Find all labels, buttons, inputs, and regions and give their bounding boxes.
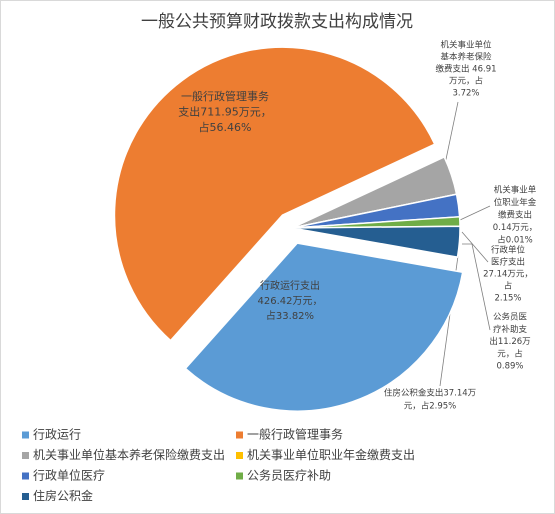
data-label: 机关事业单	[494, 185, 537, 196]
pie-slice	[113, 46, 436, 342]
legend-swatch	[236, 431, 243, 439]
data-label: 占	[504, 281, 513, 292]
data-label: 缴费支出	[498, 210, 532, 221]
data-label: 0.14万元，	[493, 223, 537, 233]
data-label: 医疗支出	[491, 257, 525, 268]
data-label: 支出711.95万元，	[178, 105, 272, 119]
pie-slice	[184, 242, 464, 412]
data-label: 一般行政管理事务	[181, 89, 269, 103]
legend-label: 公务员医疗补助	[247, 468, 331, 483]
chart-title: 一般公共预算财政拨款支出构成情况	[141, 12, 413, 32]
data-label: 位职业年金	[494, 197, 537, 208]
data-label: 3.72%	[452, 89, 479, 99]
legend-label: 机关事业单位基本养老保险缴费支出	[33, 447, 225, 462]
data-label: 元，占	[497, 348, 523, 359]
legend-label: 住房公积金	[33, 488, 93, 503]
legend-label: 行政单位医疗	[33, 468, 105, 483]
data-label: 0.89%	[496, 362, 523, 372]
legend-swatch	[22, 472, 29, 480]
pie-slice	[291, 225, 461, 259]
data-label: 基本养老保险	[440, 52, 492, 63]
data-label: 出11.26万	[489, 336, 530, 347]
data-label: 占56.46%	[199, 120, 252, 134]
legend-label: 行政运行	[33, 428, 81, 442]
data-label: 占0.01%	[497, 235, 533, 246]
data-label: 元，占2.95%	[404, 401, 457, 412]
data-label: 住房公积金支出37.14万	[384, 388, 476, 399]
data-label: 占33.82%	[266, 309, 314, 322]
data-label: 疗补助支	[493, 324, 528, 335]
legend-label: 机关事业单位职业年金缴费支出	[247, 447, 415, 462]
legend-swatch	[22, 431, 29, 439]
leader-line	[461, 231, 489, 263]
leader-line	[462, 243, 491, 331]
leader-line	[459, 205, 491, 221]
data-label: 426.42万元，	[258, 296, 323, 307]
data-label: 公务员医	[493, 312, 528, 323]
data-label: 机关事业单位	[440, 40, 492, 51]
legend-swatch	[22, 452, 29, 459]
legend-swatch	[236, 472, 243, 480]
data-label: 行政运行支出	[260, 279, 320, 292]
data-label: 万元，占	[449, 76, 483, 87]
data-label: 27.14万元，	[483, 270, 533, 280]
data-label: 2.15%	[494, 294, 521, 304]
legend-label: 一般行政管理事务	[247, 427, 343, 442]
legend-swatch	[22, 493, 29, 500]
data-label: 行政单位	[491, 245, 526, 256]
data-label: 缴费支出 46.91	[435, 64, 496, 75]
legend-swatch	[236, 452, 243, 459]
